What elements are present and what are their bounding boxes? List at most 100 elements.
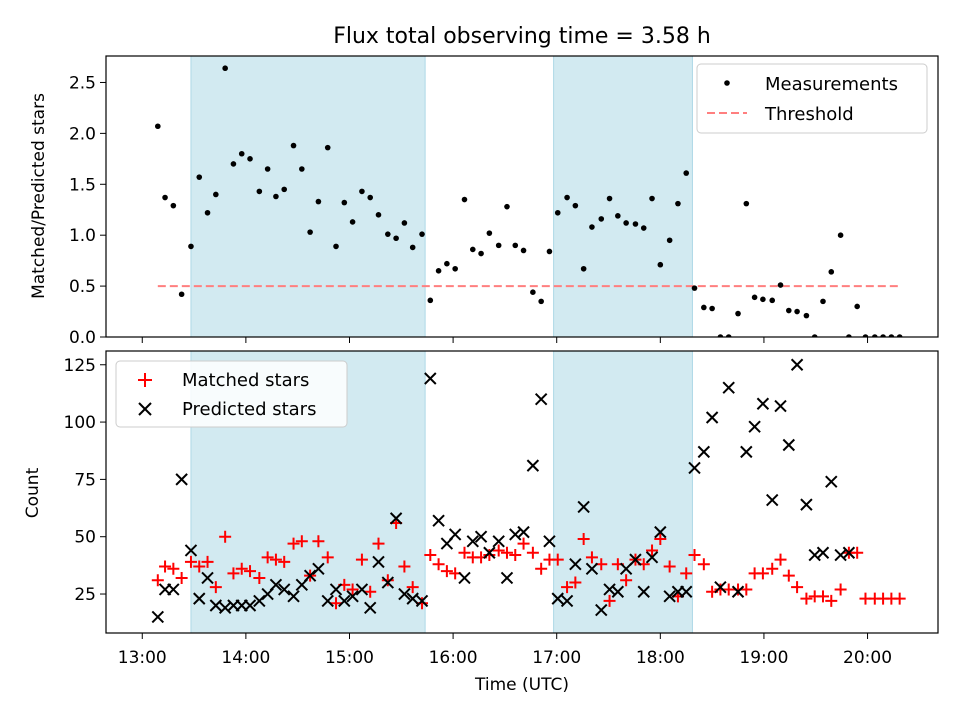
predicted-star-point (637, 585, 650, 598)
predicted-star-point (329, 583, 343, 596)
predicted-star-point (560, 594, 574, 608)
measurement-point (393, 235, 399, 242)
matched-star-point (800, 592, 813, 605)
measurement-point (888, 334, 895, 337)
predicted-star-point (551, 592, 564, 605)
measurement-point (213, 191, 219, 198)
measurement-point (238, 150, 245, 157)
matched-star-point (398, 560, 411, 573)
matched-star-point (483, 549, 496, 562)
matched-star-point (774, 553, 787, 566)
x-tick-label: 20:00 (843, 648, 892, 668)
chart-title: Flux total observing time = 3.58 h (333, 24, 711, 49)
measurement-point (520, 247, 527, 254)
predicted-star-point (269, 578, 283, 592)
predicted-star-point (509, 528, 522, 541)
matched-star-point (697, 558, 710, 571)
predicted-star-point (424, 372, 437, 385)
matched-star-point (756, 567, 769, 580)
matched-star-point (227, 567, 240, 580)
measurement-point (247, 156, 253, 162)
legend-predicted-label: Predicted stars (182, 399, 316, 420)
measurement-point (281, 186, 288, 193)
measurement-point (743, 200, 750, 207)
y-tick-label: 0.0 (69, 328, 96, 348)
measurement-point (623, 220, 629, 226)
measurement-point (155, 123, 161, 130)
predicted-star-point (766, 493, 779, 507)
measurement-point (760, 296, 766, 303)
predicted-star-point (492, 535, 505, 548)
predicted-star-point (312, 562, 325, 576)
matched-star-point (740, 583, 753, 596)
measurement-point (632, 221, 639, 227)
matched-star-point (253, 571, 266, 584)
predicted-star-point (705, 411, 719, 424)
predicted-star-point (517, 525, 530, 539)
measurement-point (572, 202, 579, 209)
predicted-star-point (731, 585, 745, 598)
matched-star-point (492, 544, 505, 557)
measurement-point (530, 289, 536, 296)
measurement-point (170, 202, 177, 209)
matched-star-point (791, 581, 804, 594)
y-tick-label: 1.0 (69, 226, 96, 246)
predicted-star-point (193, 592, 206, 605)
ratio-panel-frame (105, 55, 939, 338)
x-tick-label: 15:00 (325, 648, 374, 668)
matched-star-point (193, 560, 206, 573)
matched-star-point (834, 583, 847, 596)
measurement-point (486, 230, 493, 236)
y-tick-label: 125 (64, 356, 96, 376)
predicted-star-point (697, 445, 711, 459)
matched-star-point (424, 549, 437, 562)
matched-star-point (440, 565, 453, 578)
matched-star-point (219, 530, 232, 543)
matched-star-point (184, 555, 197, 568)
matched-star-point (551, 553, 564, 566)
predicted-star-point (151, 610, 165, 624)
measurement-point (427, 297, 434, 304)
measurement-point (538, 298, 544, 305)
measurement-point (188, 243, 194, 250)
measurement-point (204, 209, 211, 216)
predicted-star-point (175, 473, 188, 486)
predicted-star-point (526, 459, 540, 472)
predicted-star-point (663, 590, 676, 603)
predicted-star-point (790, 358, 804, 371)
measurement-point (811, 334, 818, 337)
measurement-point (256, 188, 263, 195)
matched-star-point (654, 533, 667, 545)
measurement-point (606, 195, 613, 202)
predicted-star-point (825, 475, 838, 488)
matched-star-point (663, 560, 676, 573)
count-y-axis-label: Count (23, 467, 43, 518)
measurement-point (666, 237, 673, 244)
measurement-point (461, 196, 468, 203)
measurement-point (785, 307, 792, 314)
measurement-point (307, 229, 313, 235)
x-tick-label: 19:00 (739, 648, 788, 668)
matched-star-point (261, 551, 274, 564)
predicted-star-point (688, 461, 701, 475)
measurement-point (341, 199, 348, 206)
measurement-point (580, 265, 587, 272)
y-tick-label: 100 (64, 413, 96, 433)
measurement-point (359, 188, 365, 195)
measurement-point (683, 170, 690, 176)
y-tick-label: 50 (74, 528, 96, 548)
measurement-point (264, 166, 271, 172)
predicted-star-point (278, 583, 291, 596)
matched-star-point (526, 546, 539, 559)
measurement-point (657, 261, 664, 268)
predicted-star-point (184, 544, 198, 557)
ratio-legend-box (696, 63, 928, 134)
measurement-point (512, 242, 519, 249)
measurement-point (751, 294, 758, 301)
y-tick-label: 2.5 (69, 73, 96, 93)
matched-star-point (816, 590, 829, 603)
measurement-point (615, 213, 621, 219)
y-tick-label: 25 (74, 585, 96, 605)
measurement-point (717, 334, 724, 337)
